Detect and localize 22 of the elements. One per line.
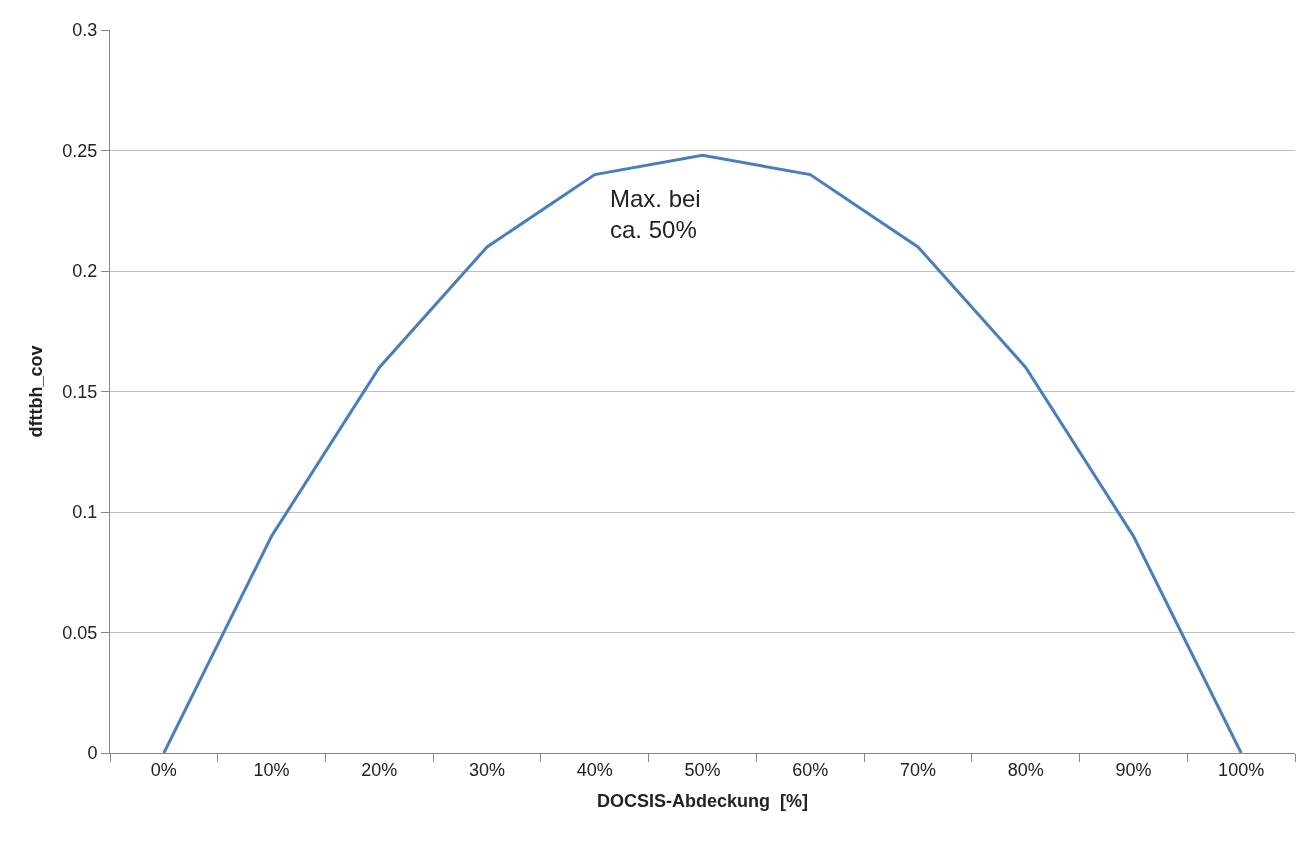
y-axis-title: dfttbh_cov bbox=[25, 345, 46, 438]
x-tick-label: 100% bbox=[1218, 759, 1265, 780]
x-tick-label: 30% bbox=[469, 759, 506, 780]
x-tick-label: 90% bbox=[1115, 759, 1152, 780]
x-tick-label: 50% bbox=[684, 759, 721, 780]
annotation: Max. bei ca. 50% bbox=[610, 185, 701, 244]
y-tick-label: 0 bbox=[87, 743, 98, 764]
x-tick-label: 80% bbox=[1007, 759, 1044, 780]
y-tick-label: 0.3 bbox=[72, 20, 98, 41]
y-tick-label: 0.1 bbox=[72, 502, 98, 523]
x-axis-title: DOCSIS-Abdeckung [%] bbox=[596, 790, 809, 811]
y-tick-label: 0.15 bbox=[62, 381, 98, 402]
y-tick-label: 0.2 bbox=[72, 261, 98, 282]
x-tick-label: 70% bbox=[899, 759, 936, 780]
y-tick-label: 0.25 bbox=[62, 140, 98, 161]
line-series bbox=[162, 153, 1243, 753]
y-tick-label: 0.05 bbox=[62, 622, 98, 643]
x-tick-label: 40% bbox=[576, 759, 613, 780]
x-tick-label: 10% bbox=[253, 759, 290, 780]
x-tick-label: 20% bbox=[361, 759, 398, 780]
x-tick-label: 60% bbox=[792, 759, 829, 780]
x-tick-label: 0% bbox=[150, 759, 177, 780]
